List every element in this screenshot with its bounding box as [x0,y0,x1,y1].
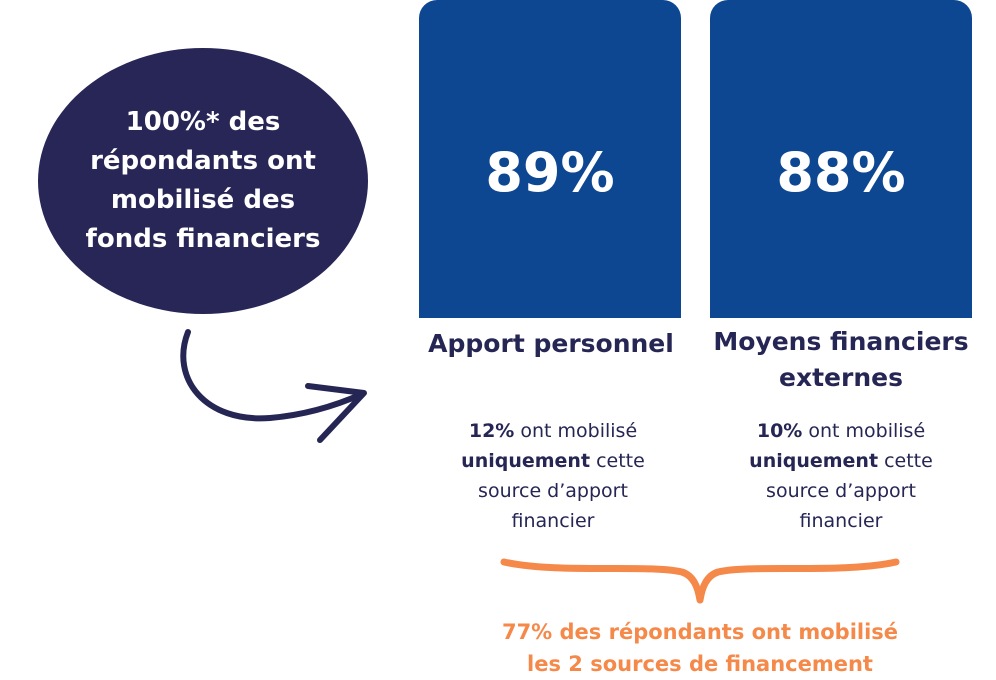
detail-pct: 12% [468,420,515,442]
summary-oval: 100%* des répondants ont mobilisé des fo… [38,48,368,314]
source-title: Apport personnel [428,329,674,358]
source-detail: 10% ont mobilisé uniquement cette source… [706,416,976,536]
detail-text: cette [590,450,645,472]
source-percent: 88% [776,141,906,204]
detail-text: ont mobilisé [802,420,926,442]
detail-text: financier [799,510,883,532]
conclusion-text: 77% des répondants ont mobilisé les 2 so… [440,616,960,680]
conclusion-line: les 2 sources de financement [527,652,873,676]
detail-pct: 10% [756,420,803,442]
summary-line: fonds financiers [85,224,321,254]
conclusion-line: 77% des répondants ont mobilisé [501,620,899,644]
summary-line: mobilisé des [110,185,296,215]
summary-line: répondants ont [90,146,316,176]
detail-text: source d’apport [766,480,916,502]
source-card-external: 88% [710,0,972,318]
detail-text: ont mobilisé [514,420,638,442]
detail-text: financier [511,510,595,532]
source-title: Moyens financiers externes [713,327,969,392]
detail-text: source d’apport [478,480,628,502]
detail-strong: uniquement [749,450,879,472]
detail-text: cette [878,450,933,472]
curved-arrow-icon [180,329,367,443]
detail-strong: uniquement [461,450,591,472]
source-card-personal: 89% [419,0,681,318]
summary-line: 100%* des [125,107,281,137]
curly-brace-icon [500,558,900,604]
source-detail: 12% ont mobilisé uniquement cette source… [418,416,688,536]
source-percent: 89% [485,141,615,204]
